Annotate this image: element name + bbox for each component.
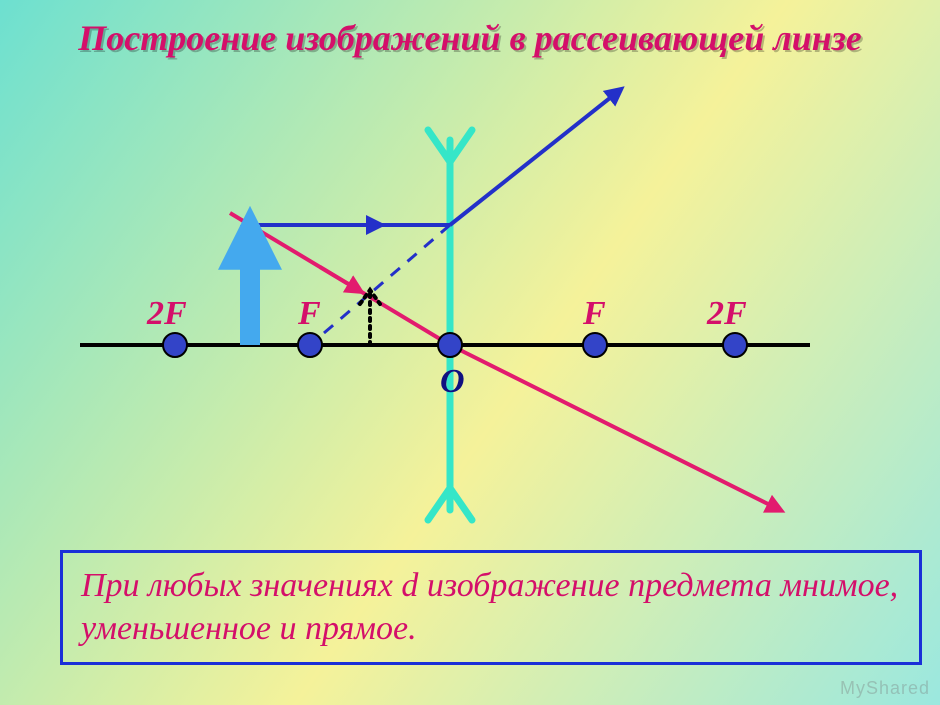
slide-canvas: Построение изображений в рассеивающей ли… [0,0,940,705]
axis-point-F_right [583,333,607,357]
axis-point-O [438,333,462,357]
watermark: MyShared [840,678,930,699]
axis-point-2F_right [723,333,747,357]
caption-text: При любых значениях d изображение предме… [81,567,898,647]
axis-point-2F_left [163,333,187,357]
label-f-left: F [298,295,321,333]
label-origin: O [440,363,465,401]
axis-point-F_left [298,333,322,357]
ray-center-out [450,345,780,510]
label-2f-right: 2F [707,295,747,333]
slide-title: Построение изображений в рассеивающей ли… [0,18,940,59]
ray-parallel-virtual [310,225,450,345]
label-f-right: F [583,295,606,333]
label-2f-left: 2F [147,295,187,333]
ray-center-mid-arrow [320,267,360,291]
ray-parallel-out [450,90,620,225]
caption-box: При любых значениях d изображение предме… [60,550,922,665]
